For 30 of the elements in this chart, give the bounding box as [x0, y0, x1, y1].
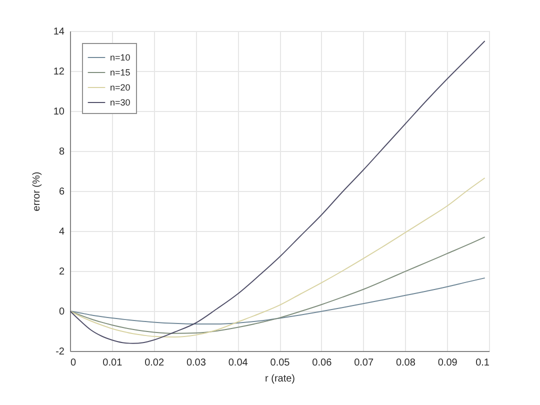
line-series: [70, 178, 486, 338]
x-tick-label: 0.06: [312, 358, 332, 368]
x-tick-label: 0.09: [438, 358, 458, 368]
x-tick-label: 0.05: [270, 358, 290, 368]
line-series: [70, 236, 486, 334]
line-series: [70, 278, 486, 324]
legend-label: n=10: [110, 52, 130, 62]
legend-label: n=30: [110, 98, 130, 108]
x-tick-label: 0.02: [144, 358, 164, 368]
legend-label: n=15: [110, 68, 130, 78]
x-tick-label: 0.07: [354, 358, 374, 368]
y-tick-label: 0: [58, 306, 65, 318]
x-tick-label: 0.1: [476, 358, 490, 368]
y-tick-label: 4: [58, 226, 65, 238]
y-tick-label: -2: [56, 346, 65, 358]
x-tick-label: 0.03: [186, 358, 206, 368]
x-tick-label: 0.01: [102, 358, 123, 368]
x-tick-label: 0.04: [228, 358, 248, 368]
y-tick-label: 2: [58, 266, 65, 278]
y-tick-label: 12: [53, 66, 65, 78]
x-axis-title: r (rate): [265, 374, 295, 384]
y-tick-label: 10: [53, 106, 65, 118]
y-tick-label: 6: [58, 186, 65, 198]
x-tick-label: 0.08: [396, 358, 416, 368]
y-axis-title: error (%): [31, 172, 42, 212]
y-tick-label: 8: [58, 146, 65, 158]
x-tick-label: 0: [70, 358, 76, 368]
y-tick-label: 14: [53, 26, 65, 38]
legend-label: n=20: [110, 82, 130, 92]
line-series: [70, 40, 486, 344]
